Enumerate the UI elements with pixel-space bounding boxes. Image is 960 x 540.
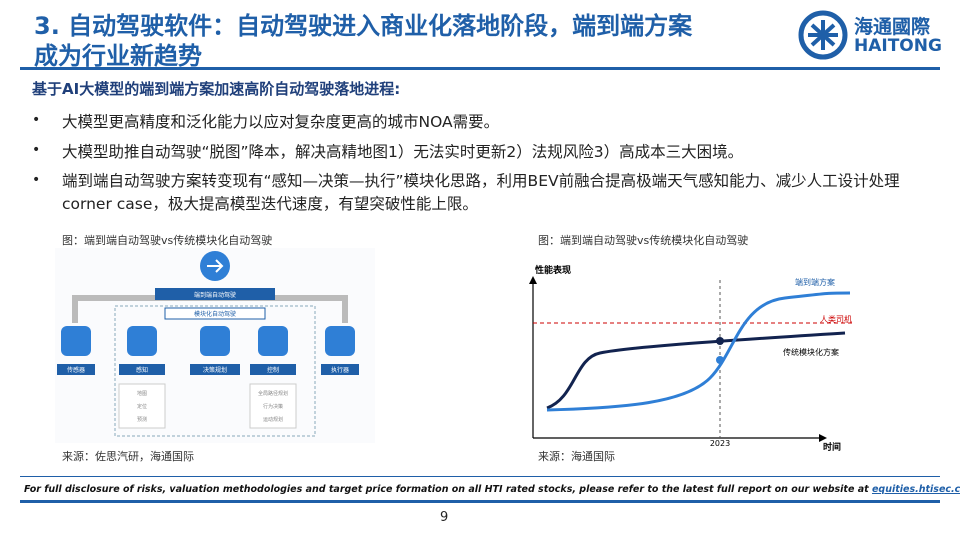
link[interactable]: equities.htisec.com	[871, 484, 960, 495]
label: 传感器	[67, 366, 85, 374]
label: 预测	[137, 416, 147, 423]
label: 感知	[136, 366, 148, 374]
heading: 基于AI大模型的端到端方案加速高阶自动驾驶落地进程:	[32, 80, 401, 98]
label: 模块化自动驾驶	[194, 310, 236, 318]
label: 全局路径规划	[258, 390, 288, 397]
label: 性能表现	[535, 264, 571, 276]
disclaimer: For full disclosure of risks, valuation …	[24, 484, 869, 495]
caption: 图：端到端自动驾驶vs传统模块化自动驾驶	[62, 234, 273, 247]
diagram: 端到端自动驾驶 模块化自动驾驶 传感器 感知 决策规划 控制 执行器 地图 定位…	[55, 248, 375, 443]
label: 运动规划	[263, 416, 283, 423]
source: 来源：佐思汽研，海通国际	[62, 450, 194, 463]
label: 执行器	[331, 366, 349, 374]
source: 来源：海通国际	[538, 450, 615, 463]
title: 成为行业新趋势	[34, 42, 202, 70]
label: 2023	[710, 439, 730, 448]
label: 决策规划	[203, 366, 227, 374]
label: 人类司机	[820, 314, 852, 324]
concept-chart: 性能表现 时间 2023 端到端方案 人类司机 传统模块化方案	[529, 264, 855, 453]
rule	[20, 476, 940, 477]
logo-cn: 海通國際	[854, 16, 931, 38]
bullet: 端到端自动驾驶方案转变现有“感知—决策—执行”模块化思路，利用BEV前融合提高极…	[62, 172, 900, 213]
label: 时间	[823, 441, 841, 453]
logo-icon	[798, 10, 848, 60]
bullet: 大模型助推自动驾驶“脱图”降本，解决高精地图1）无法实时更新2）法规风险3）高成…	[62, 143, 744, 161]
label: 控制	[267, 366, 279, 374]
logo-en: HAITONG	[854, 36, 942, 56]
label: 端到端方案	[795, 277, 835, 287]
rule	[20, 500, 940, 503]
label: 定位	[137, 403, 147, 410]
rule	[20, 67, 940, 70]
label: 地图	[137, 390, 147, 397]
page-number: 9	[440, 510, 449, 525]
caption: 图：端到端自动驾驶vs传统模块化自动驾驶	[538, 234, 749, 247]
label: 端到端自动驾驶	[194, 291, 236, 299]
label: 传统模块化方案	[783, 347, 839, 357]
bullet: 大模型更高精度和泛化能力以应对复杂度更高的城市NOA需要。	[62, 113, 500, 131]
label: 行为决策	[263, 403, 283, 410]
title: 3. 自动驾驶软件：自动驾驶进入商业化落地阶段，端到端方案	[34, 12, 693, 40]
